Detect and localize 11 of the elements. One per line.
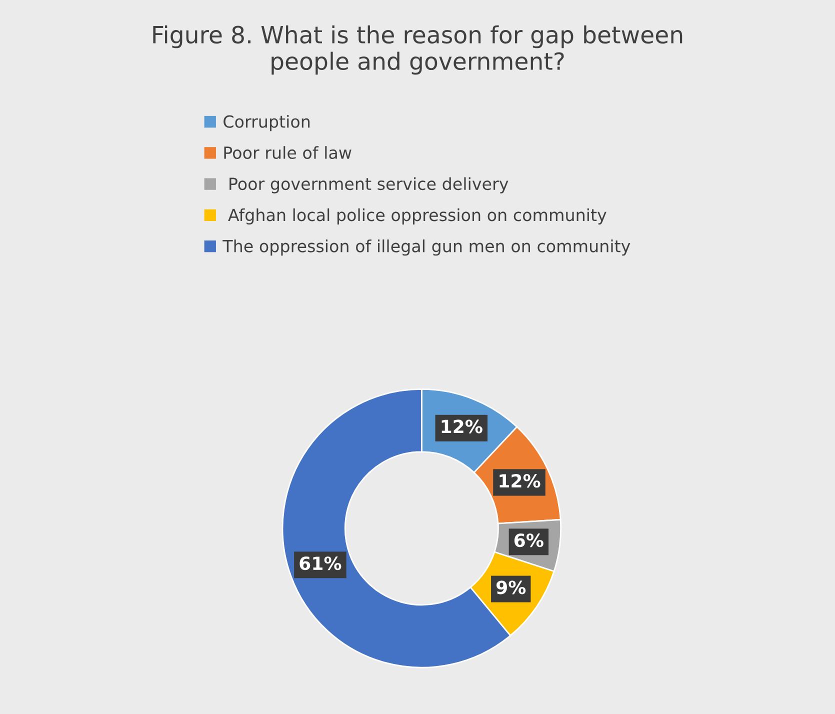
legend-label: Afghan local police oppression on community [228,208,606,224]
legend-label: The oppression of illegal gun men on community [222,239,630,256]
legend-label: Corruption [224,114,310,132]
data-label: 61% [300,556,342,570]
data-label: 12% [442,420,482,434]
legend-label: Poor rule of law [224,146,352,159]
data-label: 9% [496,580,526,594]
legend-label: Poor government service delivery [230,177,508,194]
chart-title: Figure 8. What is the reason for gap between people and government? [153,25,682,75]
data-label: 12% [500,474,540,488]
data-label: 6% [514,533,544,548]
